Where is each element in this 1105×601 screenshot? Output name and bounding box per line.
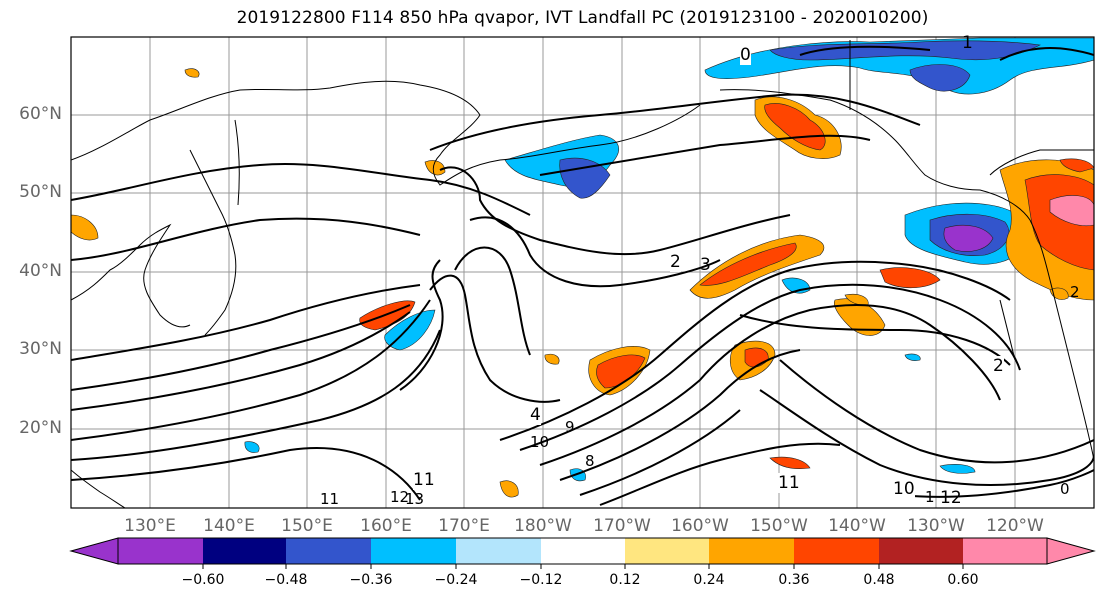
colorbar-tick-label: 0.12 [609, 572, 641, 588]
lon-label: 150°W [750, 516, 808, 536]
colorbar [69, 537, 1096, 569]
colorbar-bin [625, 538, 709, 564]
colorbar-bin [456, 538, 541, 564]
colorbar-tick-label: −0.24 [434, 572, 478, 588]
lon-label: 120°W [986, 516, 1044, 536]
lat-label: 40°N [19, 261, 62, 281]
colorbar-bin [963, 538, 1047, 564]
contour-label: 1 [962, 33, 973, 53]
colorbar-tick-label: −0.12 [519, 572, 563, 588]
colorbar-bin [709, 538, 794, 564]
lon-label: 140°E [203, 516, 255, 536]
lon-label: 130°W [907, 516, 965, 536]
lon-label: 160°W [671, 516, 729, 536]
colorbar-tick-label: 0.48 [863, 572, 895, 588]
colorbar-tick-label: 0.36 [778, 572, 810, 588]
gridlines [71, 37, 1094, 508]
colorbar-bin [794, 538, 879, 564]
colorbar-bin [541, 538, 625, 564]
map-title: 2019122800 F114 850 hPa qvapor, IVT Land… [236, 8, 929, 28]
coastlines [71, 40, 1094, 508]
lat-label: 20°N [19, 418, 62, 438]
colorbar-tick-label: −0.36 [349, 572, 393, 588]
lon-label: 130°E [124, 516, 176, 536]
contour-label: 11 [778, 473, 800, 493]
colorbar-bin [879, 538, 963, 564]
colorbar-tick-label: −0.60 [181, 572, 225, 588]
contour-label: 10 [893, 479, 915, 499]
lon-label: 160°E [360, 516, 412, 536]
lat-label: 60°N [19, 104, 62, 124]
contour-label: 12 [390, 488, 410, 506]
lon-label: 170°W [593, 516, 651, 536]
colorbar-min-arrow [69, 537, 119, 565]
contour-label: 3 [700, 255, 711, 275]
lat-label: 30°N [19, 339, 62, 359]
colorbar-bin [203, 538, 286, 564]
contour-label: 11 [320, 490, 340, 508]
contour-label: 0 [1060, 480, 1070, 498]
contour-label: 9 [565, 418, 575, 436]
lon-label: 140°W [828, 516, 886, 536]
qvapor-fill-patches [71, 37, 1094, 498]
contour-label: 1 [925, 488, 935, 506]
map-frame [70, 36, 1095, 509]
colorbar-max-arrow [1046, 537, 1096, 565]
lon-label: 180°W [514, 516, 572, 536]
lon-label: 170°E [438, 516, 490, 536]
colorbar-tick-label: 0.60 [947, 572, 979, 588]
contour-label: 4 [530, 405, 541, 425]
ivt-contours [71, 45, 1094, 506]
lon-label: 150°E [281, 516, 333, 536]
contour-label: 11 [413, 470, 435, 490]
colorbar-bin [286, 538, 371, 564]
contour-label: 2 [1070, 283, 1080, 301]
contour-label: 2 [993, 356, 1004, 376]
contour-label: 2 [670, 252, 681, 272]
contour-label: 10 [530, 433, 550, 451]
colorbar-tick-label: 0.24 [693, 572, 725, 588]
colorbar-tick-label: −0.48 [264, 572, 308, 588]
colorbar-bin [371, 538, 456, 564]
contour-label: 13 [405, 490, 425, 508]
contour-label: 0 [740, 45, 751, 65]
lat-label: 50°N [19, 182, 62, 202]
contour-label: 8 [585, 452, 595, 470]
colorbar-bin [118, 538, 203, 564]
contour-label: 12 [940, 488, 962, 508]
